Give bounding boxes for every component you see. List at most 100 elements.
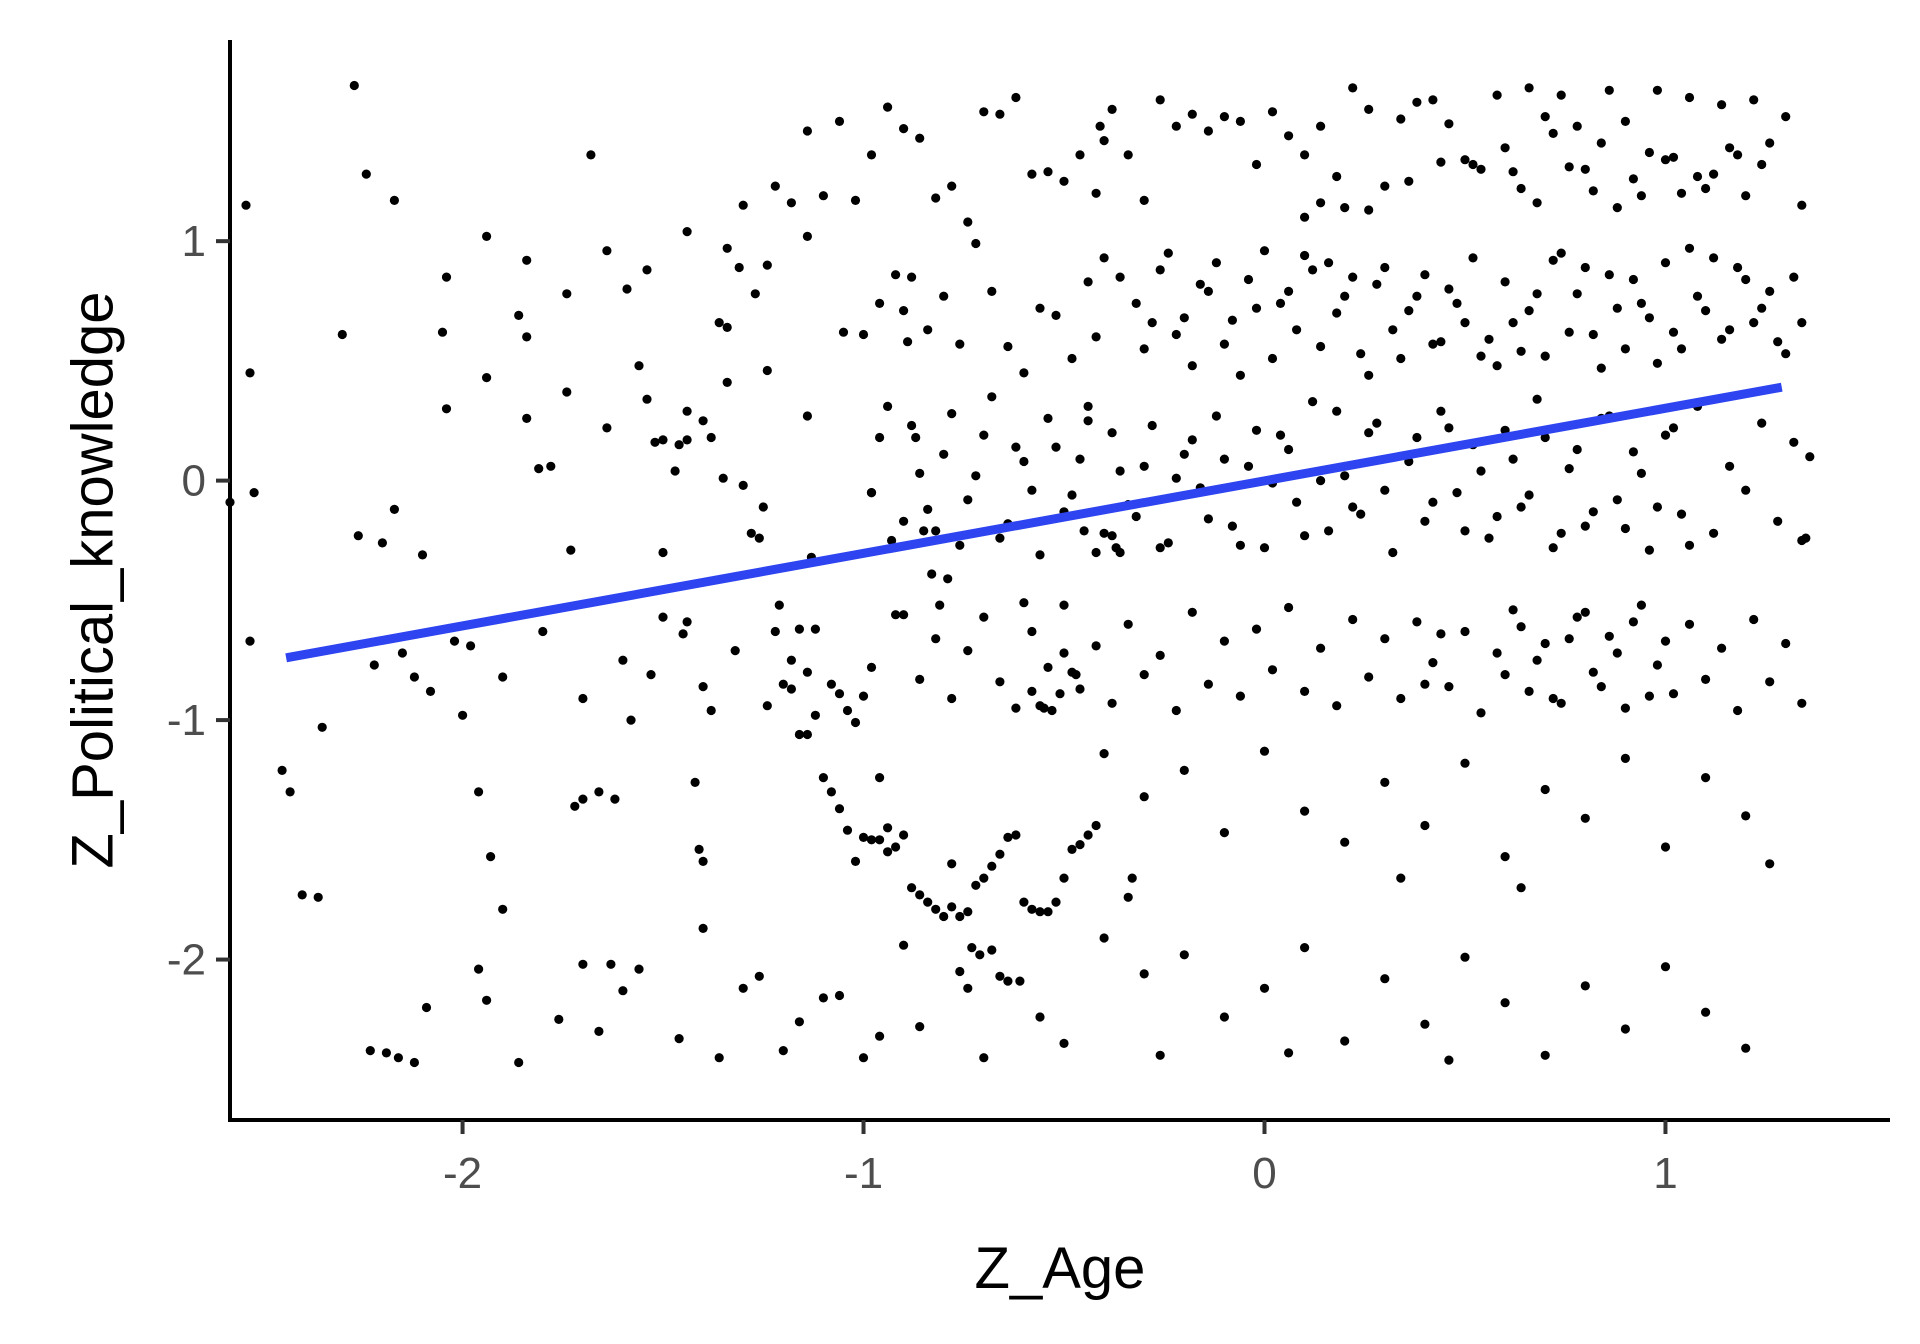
data-point (1380, 777, 1390, 788)
data-point (1781, 349, 1791, 359)
data-point (1324, 526, 1334, 536)
data-point (245, 636, 255, 646)
data-point (762, 701, 772, 711)
data-point (1219, 828, 1229, 838)
data-point (1733, 705, 1743, 716)
data-point (1380, 262, 1390, 273)
data-point (734, 262, 744, 273)
data-point (1492, 90, 1502, 100)
data-point (866, 150, 877, 160)
data-point (891, 270, 901, 280)
data-point (1396, 693, 1406, 704)
data-point (1219, 636, 1229, 646)
data-point (1516, 502, 1526, 512)
data-point (1428, 658, 1438, 668)
data-point (566, 545, 576, 555)
data-point (1620, 116, 1630, 126)
data-point (1284, 286, 1294, 296)
y-tick-label: -2 (167, 936, 206, 985)
data-point (1091, 820, 1101, 831)
data-point (1179, 950, 1189, 960)
data-point (1701, 183, 1711, 194)
data-point (923, 504, 933, 514)
data-point (1572, 444, 1582, 455)
data-point (1071, 670, 1081, 680)
data-point (1139, 461, 1149, 471)
data-point (1468, 159, 1478, 170)
data-point (610, 794, 620, 804)
data-point (1652, 358, 1662, 368)
data-point (466, 641, 476, 651)
data-point (449, 636, 460, 646)
data-point (1123, 892, 1133, 902)
data-point (1055, 689, 1065, 699)
data-point (915, 468, 925, 478)
data-point (722, 377, 732, 387)
data-point (1717, 643, 1727, 653)
data-point (875, 773, 885, 783)
data-point (578, 959, 588, 969)
data-point (971, 471, 981, 481)
data-point (1749, 614, 1759, 625)
data-point (698, 682, 708, 692)
data-point (498, 904, 508, 914)
data-point (1348, 272, 1358, 282)
data-point (1027, 686, 1037, 697)
data-point (931, 526, 941, 536)
data-point (1099, 528, 1109, 538)
data-point (907, 272, 917, 282)
data-point (987, 286, 997, 296)
data-point (1235, 540, 1245, 550)
data-point (1660, 155, 1671, 165)
data-point (883, 847, 893, 857)
data-point (931, 904, 941, 914)
data-point (1043, 907, 1053, 917)
data-point (1420, 1019, 1430, 1029)
data-point (1027, 626, 1037, 637)
data-point (1099, 933, 1109, 943)
data-point (578, 794, 588, 804)
data-point (1284, 602, 1294, 613)
data-point (393, 1053, 403, 1063)
data-point (1436, 406, 1446, 416)
data-point (1139, 195, 1149, 205)
data-point (626, 715, 636, 725)
data-point (1508, 167, 1518, 177)
data-point (1540, 638, 1550, 649)
data-point (1500, 670, 1510, 680)
data-point (995, 109, 1005, 119)
data-point (1548, 693, 1558, 704)
data-point (1476, 351, 1486, 361)
data-point (1131, 511, 1141, 522)
data-point (578, 693, 588, 704)
data-point (947, 859, 957, 869)
data-point (486, 852, 496, 862)
data-point (963, 646, 973, 656)
data-point (1644, 691, 1654, 701)
data-point (1668, 689, 1679, 699)
data-point (1516, 346, 1526, 356)
data-point (1187, 361, 1197, 371)
data-point (1011, 830, 1021, 840)
data-point (1075, 150, 1085, 160)
data-point (1292, 497, 1302, 507)
data-point (1155, 95, 1165, 105)
data-point (834, 990, 845, 1001)
data-point (1692, 291, 1703, 301)
data-point (899, 306, 909, 316)
data-point (562, 387, 572, 397)
data-point (706, 705, 716, 716)
x-tick-label: 1 (1653, 1149, 1677, 1198)
data-point (1765, 859, 1775, 869)
y-tick-label: 0 (182, 457, 206, 506)
data-point (1051, 442, 1061, 452)
data-point (1332, 171, 1342, 182)
data-point (1580, 262, 1590, 273)
data-point (858, 691, 869, 701)
data-point (642, 394, 652, 404)
data-point (1709, 253, 1719, 263)
data-point (1171, 329, 1181, 340)
data-point (602, 246, 612, 256)
data-point (1027, 485, 1037, 495)
data-point (1444, 284, 1454, 294)
